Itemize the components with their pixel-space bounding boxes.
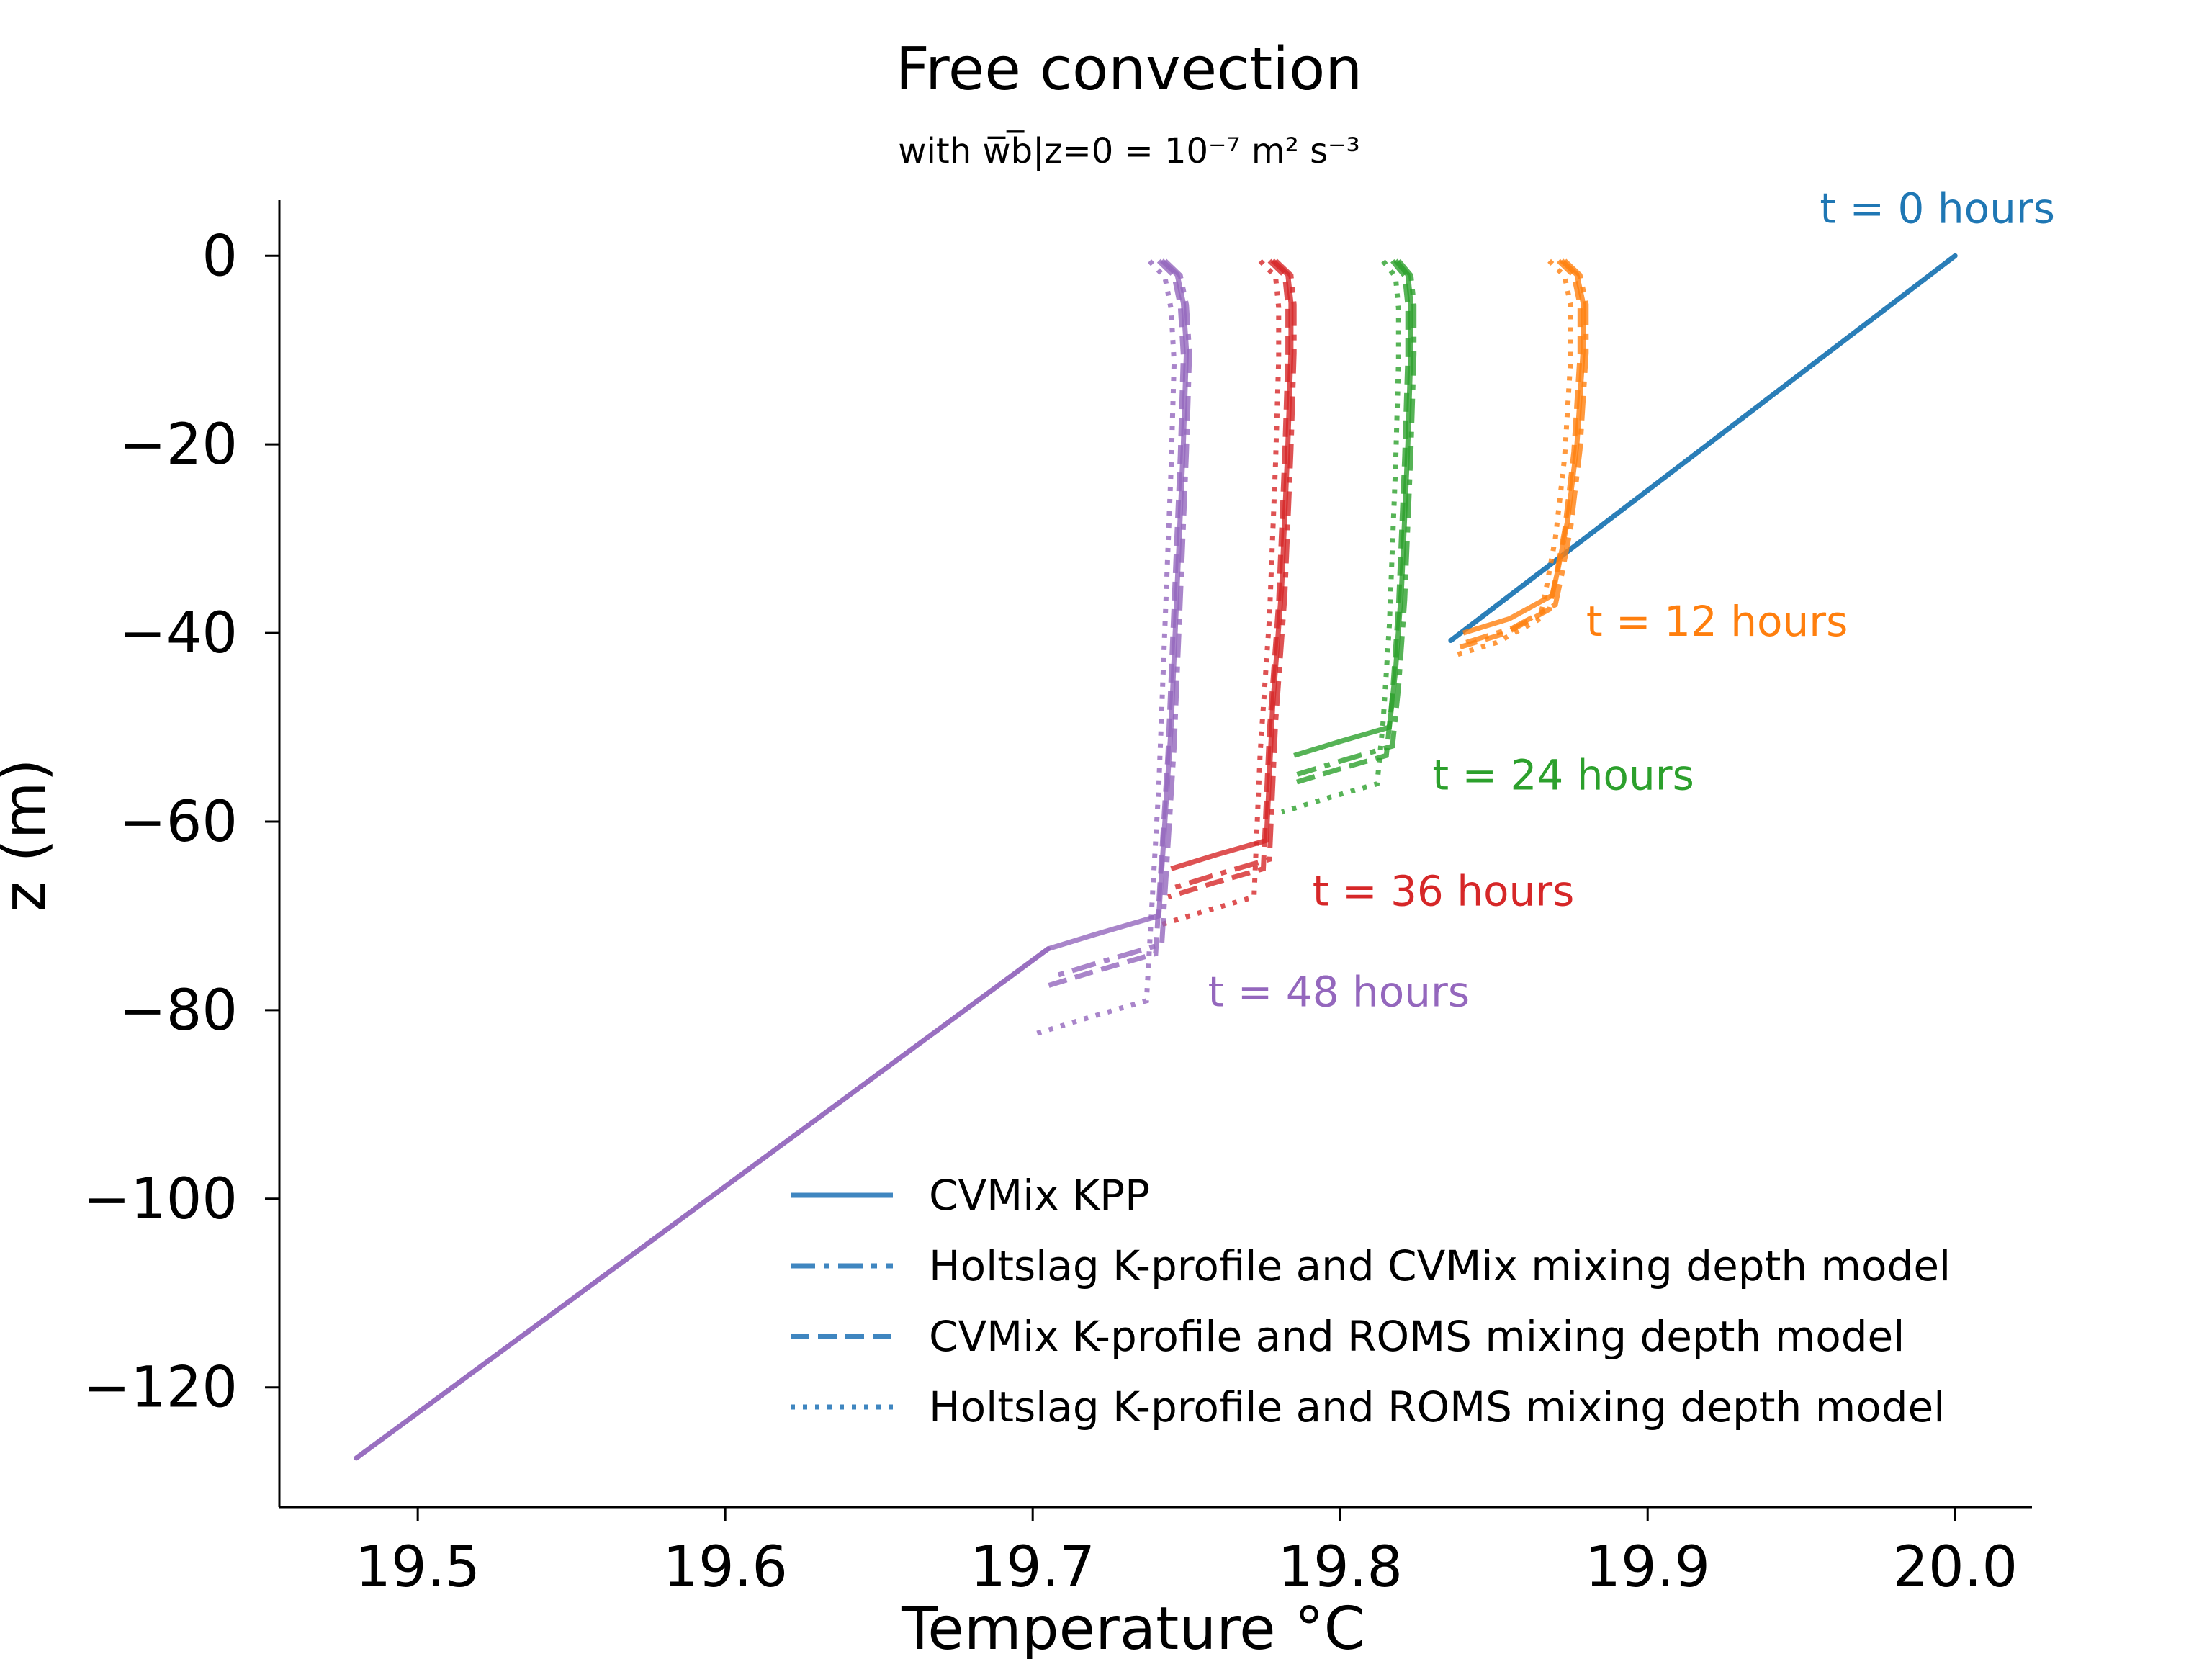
series-line-t24-dashdot <box>1296 258 1417 777</box>
legend: CVMix KPP Holtslag K-profile and CVMix mi… <box>791 1171 1951 1431</box>
series-line-t48-dotted <box>1035 259 1177 1036</box>
x-tick-label: 19.8 <box>1277 1535 1403 1600</box>
series-line-t12-solid <box>1462 258 1586 636</box>
series-line-t12-dashdot <box>1465 258 1589 645</box>
series-line-t36-dashdot <box>1173 258 1297 890</box>
series-line-t48-dashdot <box>1050 258 1192 980</box>
x-axis-label: Temperature °C <box>901 1595 1365 1659</box>
legend-entry: CVMix K-profile and ROMS mixing depth mo… <box>929 1312 1905 1361</box>
series-line-t36-dashed <box>1167 258 1291 900</box>
y-tick-label: −40 <box>119 601 238 666</box>
series-line-t12-dotted <box>1449 258 1573 660</box>
series-line-t48-linear-profile <box>354 946 1051 1461</box>
y-tick-label: 0 <box>202 224 238 289</box>
time-label: t = 24 hours <box>1432 750 1694 799</box>
time-label: t = 36 hours <box>1313 867 1575 916</box>
chart-title: Free convection <box>896 35 1362 104</box>
series-line-t0 <box>1448 253 1958 643</box>
x-tick-label: 19.7 <box>970 1535 1095 1600</box>
series-line-t24-dashed <box>1290 258 1411 786</box>
time-label: t = 48 hours <box>1208 968 1470 1017</box>
y-tick-label: −60 <box>119 790 238 855</box>
y-tick-label: −20 <box>119 413 238 477</box>
legend-entry: CVMix KPP <box>929 1171 1150 1220</box>
y-tick-label: −80 <box>119 979 238 1043</box>
series-line-t12-dashed <box>1459 258 1583 650</box>
axes <box>278 200 2032 1509</box>
legend-entry: Holtslag K-profile and CVMix mixing dept… <box>929 1241 1951 1290</box>
series-line-t36-solid <box>1170 258 1294 871</box>
time-labels: t = 0 hours t = 12 hours t = 24 hours t = 3… <box>1208 184 2055 1016</box>
x-tick-label: 19.5 <box>355 1535 480 1600</box>
x-ticks: 19.5 19.6 19.7 19.8 19.9 20.0 <box>355 1507 2018 1600</box>
legend-entry: Holtslag K-profile and ROMS mixing depth… <box>929 1382 1945 1431</box>
series-line-t48-dashed <box>1044 258 1186 989</box>
y-tick-label: −120 <box>84 1356 238 1421</box>
x-tick-label: 19.6 <box>662 1535 788 1600</box>
x-tick-label: 19.9 <box>1585 1535 1710 1600</box>
series-line-t24-dotted <box>1281 259 1401 815</box>
y-axis-label: z (m) <box>0 759 59 912</box>
time-label: t = 0 hours <box>1820 184 2055 233</box>
series-lines <box>354 253 1958 1461</box>
series-line-t36-dotted <box>1158 258 1282 928</box>
time-label: t = 12 hours <box>1586 597 1848 646</box>
y-tick-label: −100 <box>84 1167 238 1232</box>
y-ticks: 0 −20 −40 −60 −80 −100 −120 <box>84 224 279 1421</box>
x-tick-label: 20.0 <box>1892 1535 2018 1600</box>
chart-subtitle: with w̅b̅|z=0 = 10⁻⁷ m² s⁻³ <box>898 130 1359 171</box>
